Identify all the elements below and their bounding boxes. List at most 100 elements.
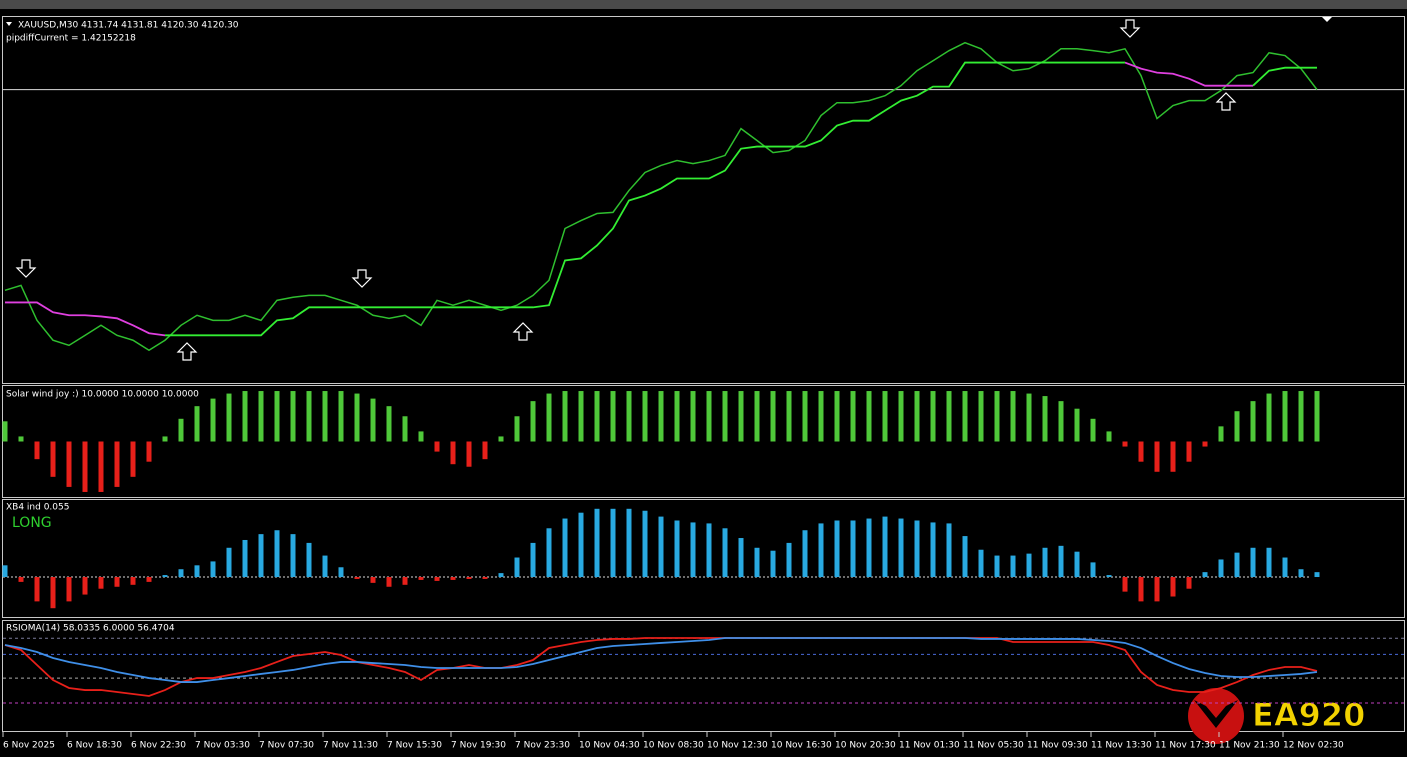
histogram-bar [258,391,264,442]
histogram-bar [98,577,104,589]
histogram-bar [786,542,792,578]
histogram-bar [946,523,952,578]
histogram-bar [1074,408,1080,442]
histogram-bar [1298,569,1304,578]
histogram-bar [306,391,312,442]
histogram-bar [1266,547,1272,578]
histogram-bar [562,518,568,578]
sell-arrow [15,259,37,278]
histogram-bar [930,391,936,442]
histogram-bar [450,441,456,465]
x-tick-label: 11 Nov 21:30 [1219,741,1280,751]
xb4-frame [2,499,1405,618]
price-subtitle: pipdiffCurrent = 1.42152218 [6,34,136,44]
histogram-bar [242,539,248,578]
menu-marker [6,22,12,26]
histogram-bar [242,391,248,442]
histogram-bar [2,565,8,578]
histogram-bar [578,512,584,578]
x-tick-label: 7 Nov 07:30 [259,741,314,751]
histogram-bar [1026,393,1032,442]
histogram-bar [962,391,968,442]
histogram-bar [1010,555,1016,578]
logo-emblem [1188,688,1244,744]
histogram-bar [882,516,888,578]
histogram-bar [402,577,408,585]
x-tick-label: 7 Nov 23:30 [515,741,570,751]
histogram-bar [50,441,56,477]
x-tick-label: 7 Nov 19:30 [451,741,506,751]
histogram-bar [1106,431,1112,442]
histogram-bar [658,516,664,578]
shift-marker [1322,17,1332,22]
histogram-bar [594,391,600,442]
histogram-bar [1186,577,1192,589]
histogram-bar [594,508,600,578]
x-tick-label: 7 Nov 03:30 [195,741,250,751]
histogram-bar [1042,396,1048,442]
series-line [4,637,1318,697]
histogram-bar [770,391,776,442]
histogram-bar [18,577,24,582]
histogram-bar [466,577,472,579]
histogram-bar [1122,441,1128,447]
histogram-bar [722,391,728,442]
price-title: XAUUSD,M30 4131.74 4131.81 4120.30 4120.… [18,21,239,31]
histogram-bar [690,522,696,578]
histogram-bar [1314,391,1320,442]
xb4-annotation: LONG [12,515,52,531]
histogram-bar [1298,391,1304,442]
buy-arrow [512,322,534,341]
histogram-bar [562,391,568,442]
histogram-bar [162,575,168,578]
histogram-bar [514,416,520,442]
histogram-bar [994,555,1000,578]
histogram-bar [258,534,264,578]
xb4-title: XB4 ind 0.055 [6,503,69,513]
histogram-bar [2,421,8,442]
histogram-bar [66,441,72,487]
histogram-bar [482,577,488,579]
histogram-bar [354,393,360,442]
histogram-bar [1234,411,1240,442]
histogram-bar [322,391,328,442]
histogram-bar [946,391,952,442]
histogram-bar [642,391,648,442]
histogram-bar [274,530,280,578]
histogram-bar [450,577,456,580]
histogram-bar [98,441,104,492]
histogram-bar [578,391,584,442]
histogram-bar [386,406,392,442]
histogram-bar [706,391,712,442]
x-tick-label: 11 Nov 05:30 [963,741,1024,751]
histogram-bar [226,547,232,578]
histogram-bar [1250,401,1256,442]
sell-arrow [1119,19,1141,38]
histogram-bar [1202,572,1208,578]
histogram-bar [978,549,984,578]
histogram-bar [994,391,1000,442]
histogram-bar [114,577,120,587]
histogram-bar [34,441,40,460]
histogram-bar [1314,572,1320,578]
signal-arrows [15,19,1237,361]
x-tick-label: 10 Nov 20:30 [835,741,896,751]
histogram-bar [1122,577,1128,592]
histogram-bar [978,391,984,442]
histogram-bar [834,391,840,442]
histogram-bar [210,398,216,442]
histogram-bar [738,538,744,578]
price-frame [2,16,1405,384]
histogram-bar [418,431,424,442]
histogram-bar [642,510,648,578]
histogram-bar [178,569,184,578]
histogram-bar [114,441,120,487]
x-tick-label: 10 Nov 12:30 [707,741,768,751]
histogram-bar [386,577,392,587]
x-tick-label: 7 Nov 15:30 [387,741,442,751]
histogram-bar [130,441,136,477]
histogram-bar [338,391,344,442]
series-line [4,637,1318,683]
histogram-bar [514,557,520,578]
histogram-bar [1090,562,1096,578]
